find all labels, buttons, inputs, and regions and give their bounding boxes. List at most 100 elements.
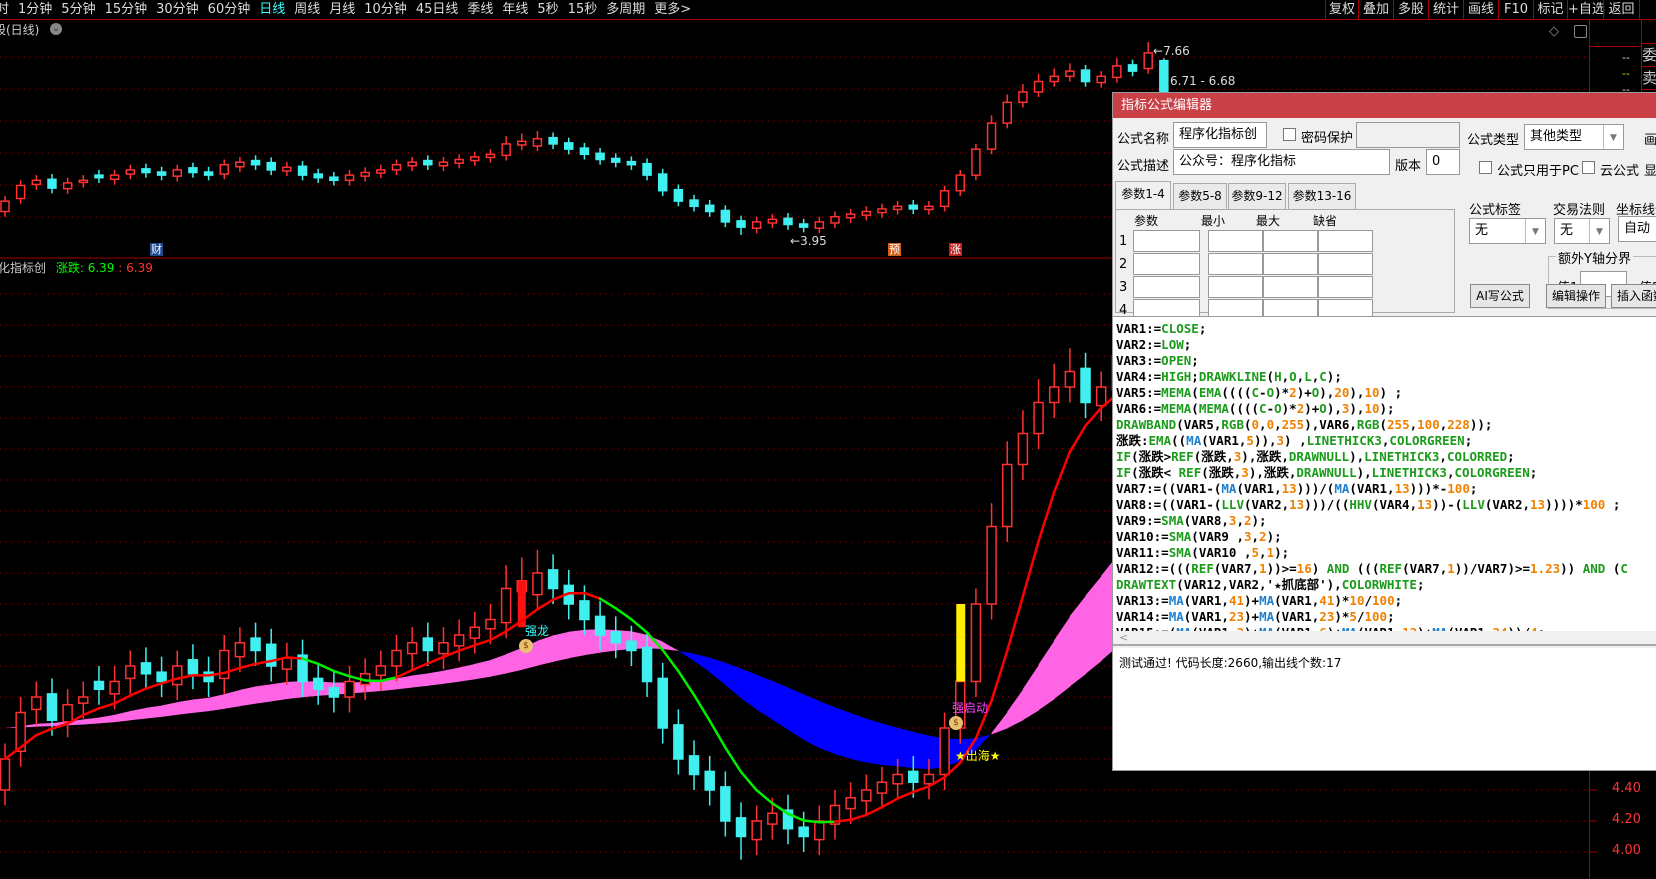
param-cell[interactable] bbox=[1318, 230, 1373, 252]
tag-select[interactable]: 无 ▼ bbox=[1469, 218, 1546, 244]
lower-candle-body bbox=[782, 809, 794, 830]
period-6[interactable]: 日线 bbox=[259, 2, 286, 17]
param-cell[interactable] bbox=[1318, 276, 1373, 298]
toolbar-button-3[interactable]: 统计 bbox=[1428, 0, 1463, 20]
param-cell[interactable] bbox=[1318, 253, 1373, 275]
zhangdie-line-segment bbox=[818, 820, 837, 824]
period-14[interactable]: 15秒 bbox=[567, 2, 598, 17]
formula-type-select[interactable]: 其他类型 ▼ bbox=[1524, 124, 1624, 150]
zhangdie-line-segment bbox=[598, 597, 617, 610]
period-12[interactable]: 年线 bbox=[502, 2, 529, 17]
toolbar-button-6[interactable]: 标记 bbox=[1533, 0, 1567, 20]
tab-params-5-8[interactable]: 参数5-8 bbox=[1173, 183, 1227, 209]
tab-params-1-4[interactable]: 参数1-4 bbox=[1115, 181, 1171, 209]
lower-candle-body bbox=[892, 773, 903, 785]
dialog-title[interactable]: 指标公式编辑器 bbox=[1113, 93, 1656, 118]
period-0[interactable]: 时 bbox=[0, 2, 10, 17]
param-cell[interactable] bbox=[1263, 230, 1318, 252]
dropdown-arrow-icon: ▼ bbox=[1589, 219, 1609, 243]
indicator-name: 化指标创 bbox=[0, 261, 47, 275]
lower-candle-body bbox=[328, 686, 340, 698]
pc-only-label: 公式只用于PC bbox=[1497, 164, 1579, 179]
lower-candle-body bbox=[735, 817, 747, 838]
password-checkbox[interactable] bbox=[1283, 128, 1296, 141]
param-cell[interactable] bbox=[1208, 276, 1263, 298]
param-cell[interactable] bbox=[1208, 253, 1263, 275]
tab-params-13-16[interactable]: 参数13-16 bbox=[1288, 183, 1356, 209]
param-cell[interactable] bbox=[1263, 276, 1318, 298]
zhangdie-line-segment bbox=[113, 694, 132, 705]
zhangdie-line-segment bbox=[833, 818, 852, 823]
lower-candle-body bbox=[391, 649, 402, 667]
zhangdie-line-segment bbox=[692, 693, 711, 723]
insert-function-button[interactable]: 插入函数 bbox=[1611, 284, 1656, 308]
ask-label: 委 bbox=[1642, 44, 1656, 67]
line-name: 涨跌 bbox=[55, 261, 80, 275]
cloud-checkbox[interactable] bbox=[1582, 161, 1595, 174]
code-line: DRAWBAND(VAR5,RGB(0,0,255),VAR6,RGB(255,… bbox=[1116, 417, 1493, 432]
toolbar-button-5[interactable]: F10 bbox=[1498, 0, 1533, 20]
period-10[interactable]: 45日线 bbox=[415, 2, 459, 17]
formula-desc-input[interactable]: 公众号：程序化指标 bbox=[1173, 149, 1390, 175]
param-cell[interactable] bbox=[1133, 276, 1200, 298]
zhangdie-line-segment bbox=[254, 659, 273, 666]
password-input[interactable] bbox=[1356, 122, 1460, 148]
period-1[interactable]: 1分钟 bbox=[18, 2, 53, 17]
upper-candle-body bbox=[939, 189, 950, 208]
lower-candle-body bbox=[939, 727, 950, 776]
band-segment bbox=[725, 662, 742, 699]
upper-candle-body bbox=[0, 200, 10, 213]
period-13[interactable]: 5秒 bbox=[537, 2, 559, 17]
toolbar-button-7[interactable]: +自选 bbox=[1567, 0, 1605, 20]
period-16[interactable]: 更多> bbox=[654, 2, 692, 17]
pc-only-checkbox[interactable] bbox=[1479, 161, 1492, 174]
param-cell[interactable] bbox=[1208, 230, 1263, 252]
tab-params-9-12[interactable]: 参数9-12 bbox=[1228, 183, 1286, 209]
period-15[interactable]: 多周期 bbox=[606, 2, 646, 17]
param-cell[interactable] bbox=[1263, 253, 1318, 275]
diamond-icon[interactable]: ◇ bbox=[1549, 24, 1559, 39]
band-segment bbox=[427, 670, 445, 686]
period-5[interactable]: 60分钟 bbox=[207, 2, 251, 17]
period-2[interactable]: 5分钟 bbox=[61, 2, 96, 17]
upper-panel-title: 股(日线) bbox=[0, 23, 40, 37]
period-11[interactable]: 季线 bbox=[467, 2, 494, 17]
toolbar-button-2[interactable]: 多股 bbox=[1393, 0, 1428, 20]
param-cell[interactable] bbox=[1133, 230, 1200, 252]
formula-name-input[interactable]: 程序化指标创 bbox=[1173, 122, 1267, 148]
ai-write-formula-button[interactable]: AI写公式 bbox=[1470, 284, 1530, 308]
upper-candle-body bbox=[673, 188, 684, 202]
period-8[interactable]: 月线 bbox=[329, 2, 356, 17]
period-4[interactable]: 30分钟 bbox=[156, 2, 199, 17]
toolbar-button-8[interactable]: 返回 bbox=[1603, 0, 1640, 20]
forecast-badge[interactable]: 预 bbox=[888, 243, 901, 256]
rule-select[interactable]: 无 ▼ bbox=[1554, 218, 1610, 244]
lower-candle-body bbox=[234, 642, 246, 658]
period-7[interactable]: 周线 bbox=[294, 2, 321, 17]
band-segment bbox=[286, 681, 304, 700]
horizontal-scrollbar[interactable]: < bbox=[1113, 631, 1656, 646]
zhangdie-line-segment bbox=[395, 668, 414, 679]
period-9[interactable]: 10分钟 bbox=[364, 2, 407, 17]
chevron-down-icon[interactable]: ⌄ bbox=[50, 23, 62, 35]
formula-code-editor[interactable]: VAR1:=CLOSE; VAR2:=LOW; VAR3:=OPEN; VAR4:=H… bbox=[1113, 316, 1656, 631]
toolbar-button-0[interactable]: 复权 bbox=[1325, 0, 1358, 20]
period-3[interactable]: 15分钟 bbox=[104, 2, 148, 17]
panel-toggle-icon[interactable] bbox=[1574, 25, 1587, 38]
lower-candle-body bbox=[250, 637, 261, 652]
band-segment bbox=[834, 707, 852, 760]
toolbar-button-4[interactable]: 画线 bbox=[1463, 0, 1498, 20]
edit-operations-button[interactable]: 编辑操作 bbox=[1546, 284, 1606, 308]
toolbar-button-1[interactable]: 叠加 bbox=[1358, 0, 1393, 20]
band-segment bbox=[145, 705, 163, 719]
lower-candle-body bbox=[798, 826, 809, 838]
limit-up-badge[interactable]: 涨 bbox=[949, 243, 962, 256]
upper-candle-body bbox=[877, 208, 887, 214]
band-segment bbox=[130, 707, 147, 721]
zhangdie-line-segment bbox=[551, 592, 571, 601]
version-input[interactable]: 0 bbox=[1426, 149, 1460, 175]
param-cell[interactable] bbox=[1133, 253, 1200, 275]
axis-line-select[interactable]: 自动 bbox=[1618, 216, 1656, 242]
finance-badge[interactable]: 财 bbox=[150, 243, 163, 256]
upper-candle-body bbox=[1080, 69, 1091, 83]
